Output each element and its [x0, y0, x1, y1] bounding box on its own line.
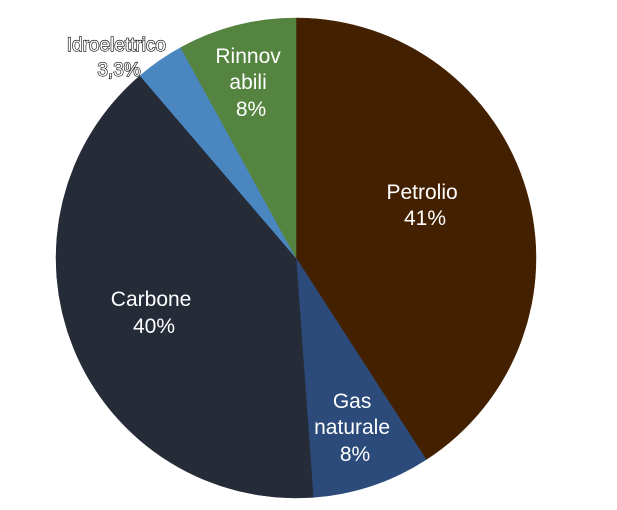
label-rinnov-line3: 8%	[236, 98, 266, 121]
label-carbone-line1: Carbone	[111, 288, 192, 311]
label-idro-line2: 3,3%	[97, 60, 140, 81]
label-idro-line1: Idroelettrico	[67, 35, 166, 56]
label-idroelettrico: Idroelettrico 3,3%	[67, 35, 172, 81]
label-carbone-line2: 40%	[133, 315, 175, 338]
label-rinnovabili: Rinnov abili 8%	[215, 45, 286, 121]
label-carbone: Carbone 40%	[111, 288, 197, 338]
slice-carbone	[55, 75, 314, 499]
label-gas-line3: 8%	[340, 443, 370, 466]
slice-gas-naturale	[295, 257, 427, 498]
label-gas-line1: Gas	[333, 390, 372, 413]
label-petrolio-line2: 41%	[404, 207, 446, 230]
label-petrolio: Petrolio 41%	[386, 181, 463, 230]
label-gas-line2: naturale	[314, 416, 390, 439]
label-petrolio-line1: Petrolio	[386, 181, 457, 204]
slice-petrolio	[295, 17, 537, 460]
slice-rinnovabili	[180, 17, 297, 259]
label-gas-naturale: Gas naturale 8%	[314, 390, 396, 466]
label-rinnov-line1: Rinnov	[215, 45, 281, 68]
label-rinnov-line2: abili	[229, 71, 266, 94]
